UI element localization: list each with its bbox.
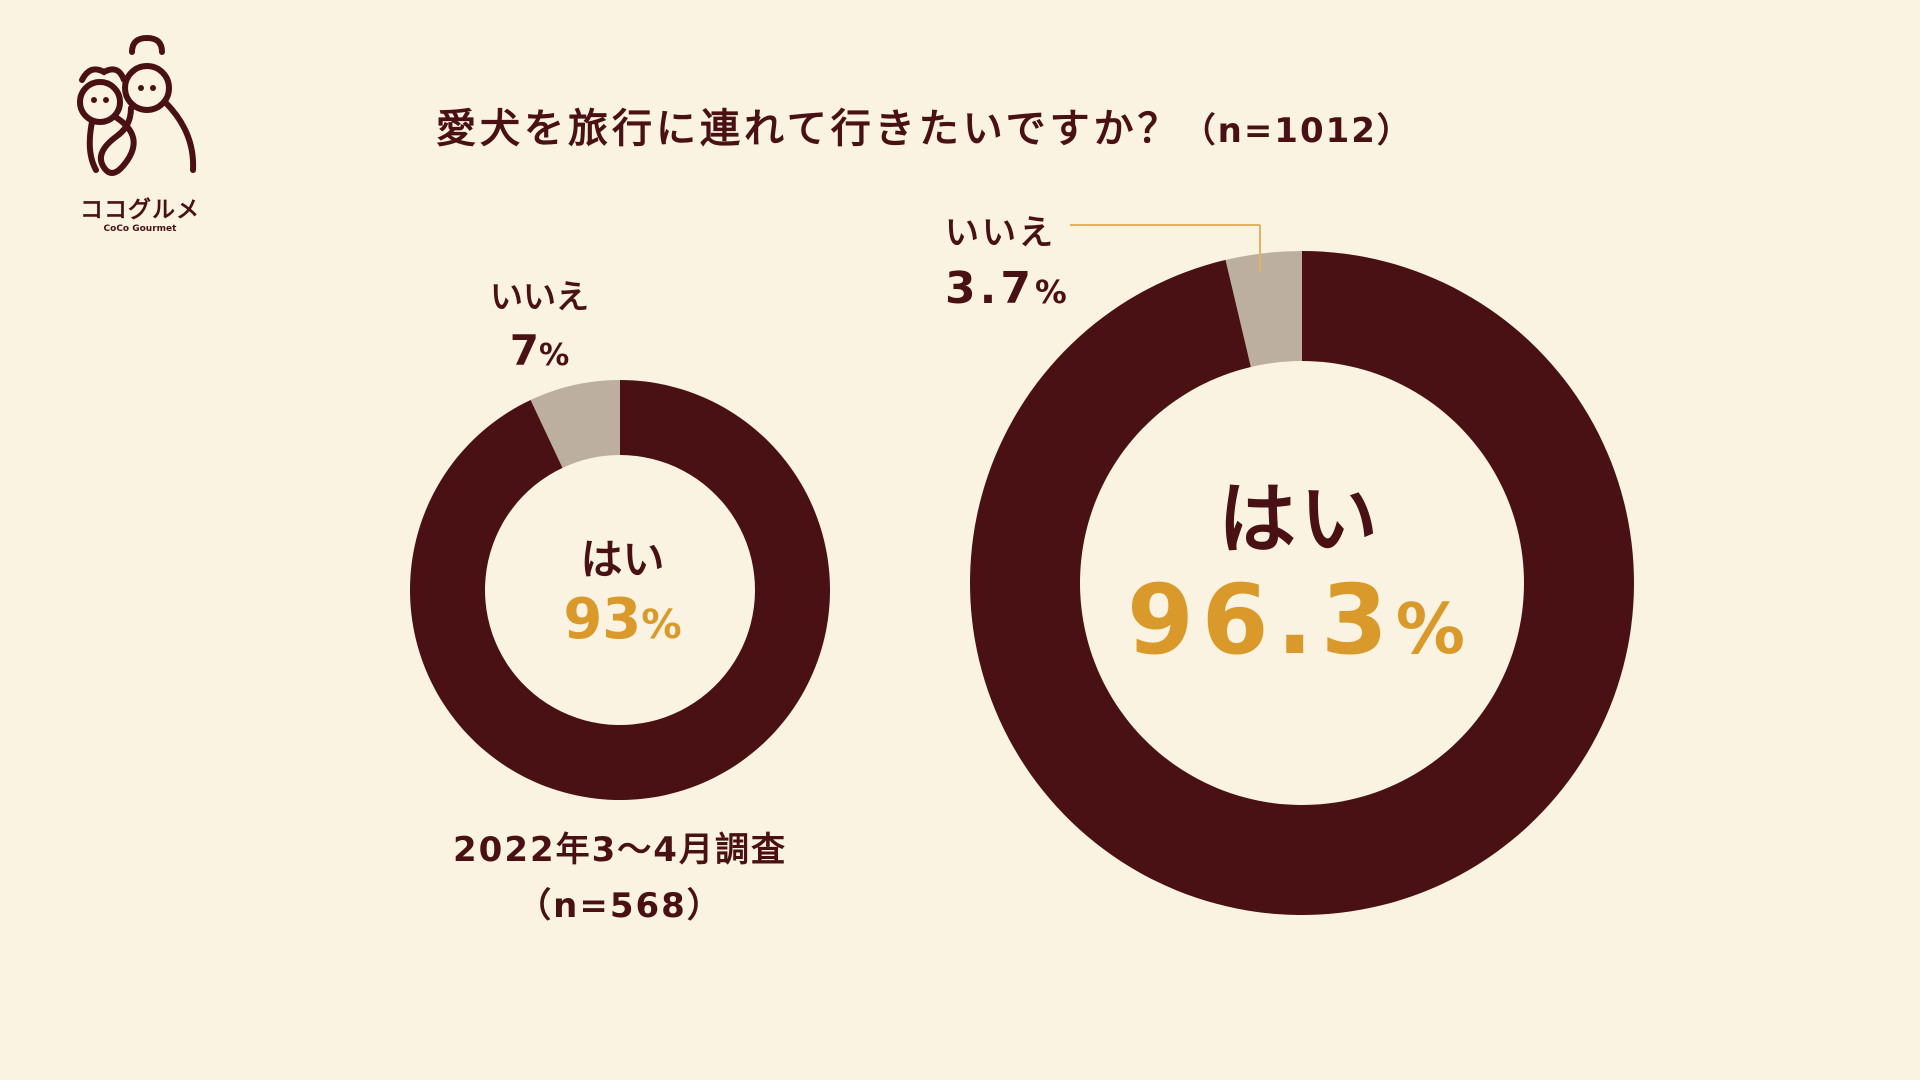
small-donut-slice-yes [410, 380, 830, 801]
small-no-text: いいえ [490, 277, 589, 316]
small-chart-caption: 2022年3〜4月調査 （n=568） [420, 822, 820, 934]
large-yes-label: はい 96.3% [1100, 470, 1500, 680]
large-donut-slice-no [1225, 251, 1302, 367]
small-donut-slice-no [530, 380, 620, 468]
brand-name-jp: ココグルメ [80, 197, 200, 223]
large-no-value: 3.7% [945, 263, 1071, 314]
large-no-label: いいえ 3.7% [945, 205, 1071, 321]
brand-logo: ココグルメ CoCo Gourmet [62, 30, 212, 240]
title-question: 愛犬を旅行に連れて行きたいですか？ [436, 106, 1182, 152]
brand-name-en: CoCo Gourmet [103, 224, 177, 234]
small-yes-value: 93% [563, 587, 682, 652]
small-yes-text: はい [580, 535, 665, 584]
survey-period: 2022年3〜4月調査 [453, 830, 787, 870]
title-sample-size: （n=1012） [1181, 111, 1413, 151]
small-yes-label: はい 93% [500, 530, 745, 655]
large-donut-slice-yes [970, 251, 1635, 916]
small-no-value: 7% [509, 326, 570, 375]
large-yes-text: はい [1217, 475, 1382, 565]
large-yes-value: 96.3% [1126, 564, 1474, 676]
survey-sample-size: （n=568） [517, 886, 723, 926]
dog-and-chef-mascot-icon [77, 34, 197, 176]
large-no-text: いいえ [945, 213, 1056, 253]
chart-title: 愛犬を旅行に連れて行きたいですか？（n=1012） [436, 96, 1413, 154]
small-no-label: いいえ 7% [490, 270, 589, 383]
